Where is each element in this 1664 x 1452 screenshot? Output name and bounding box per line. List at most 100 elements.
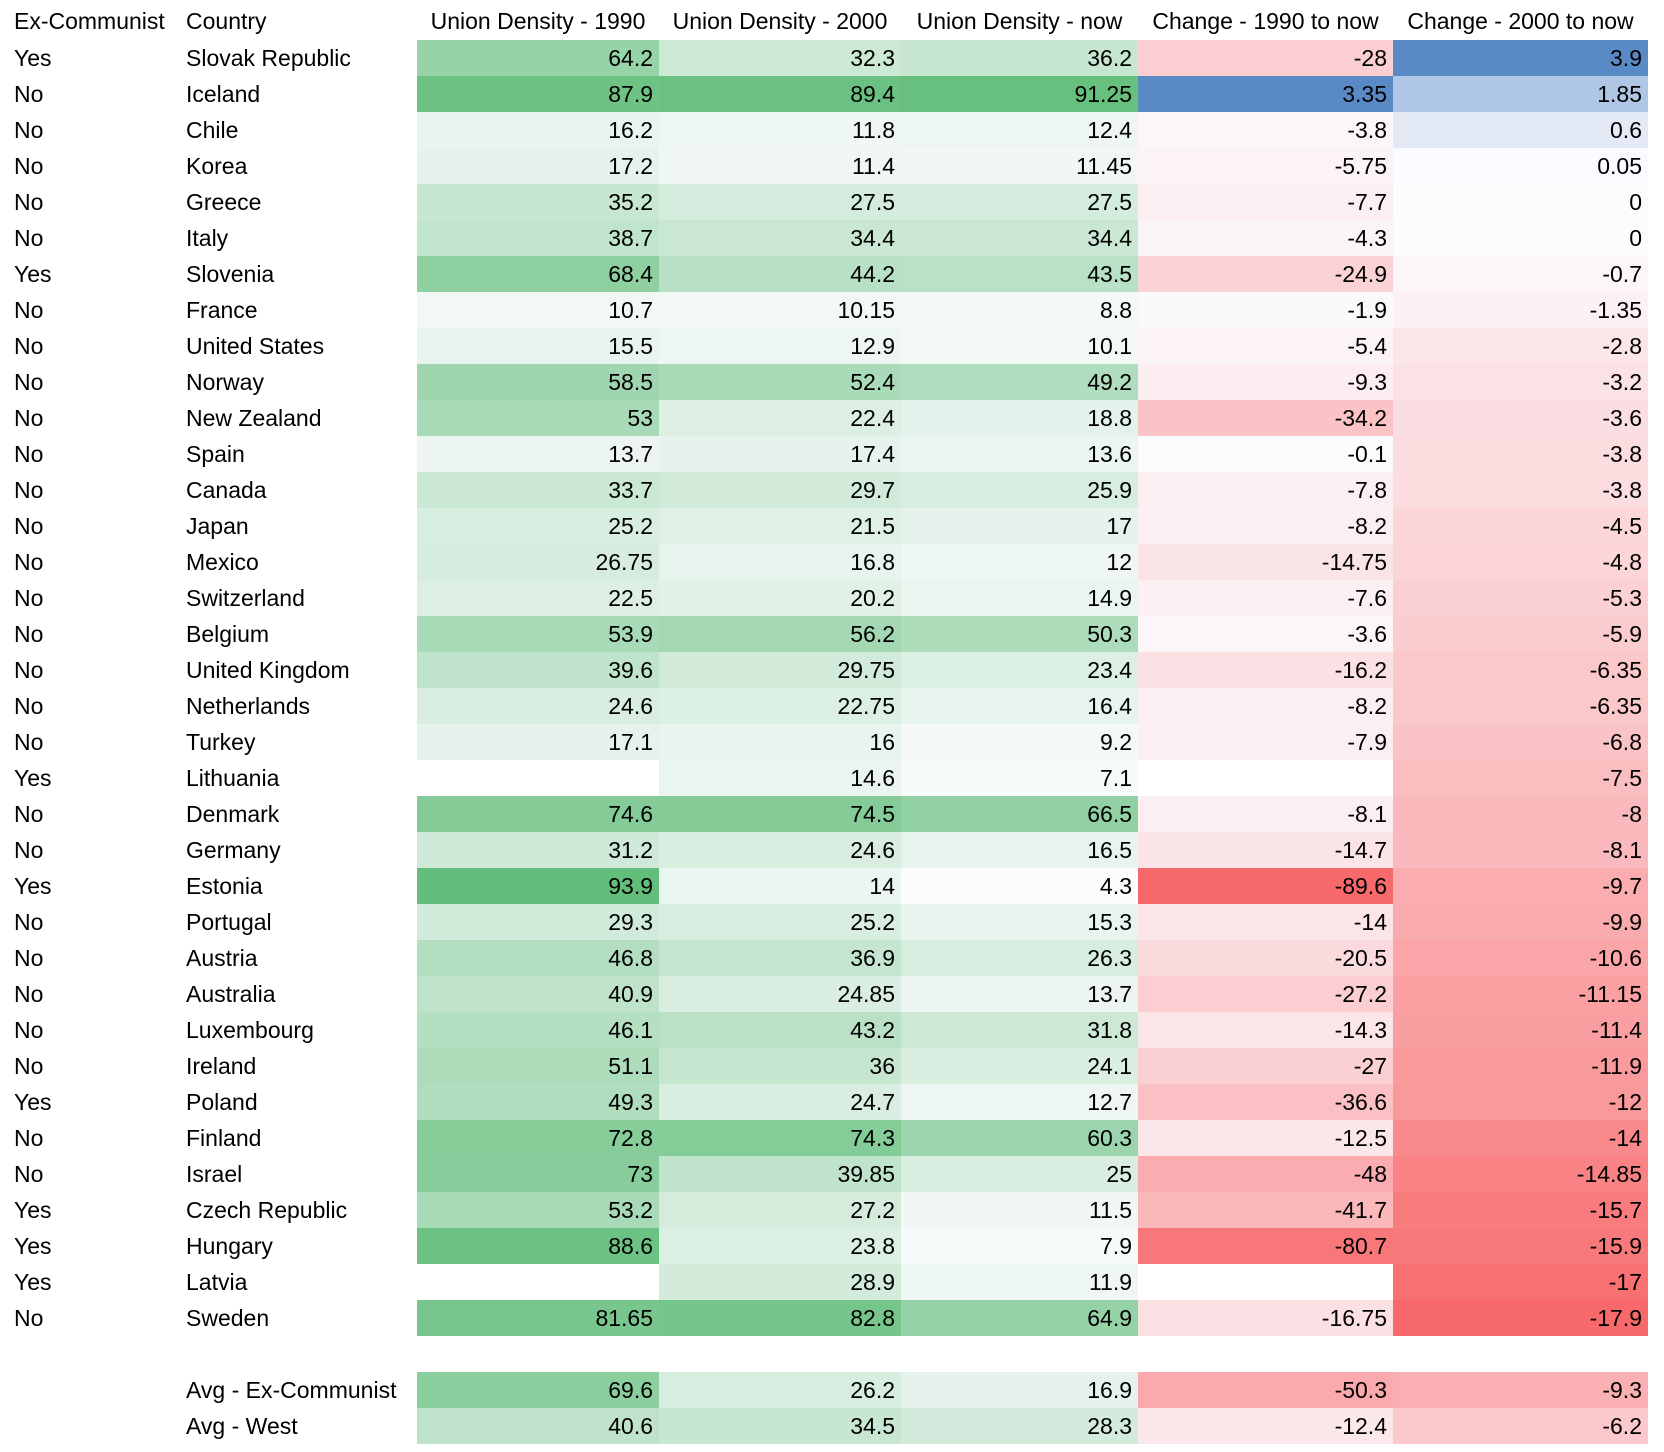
density-2000-cell[interactable]: 36 <box>659 1048 901 1084</box>
change-2000-cell[interactable]: -9.7 <box>1393 868 1648 904</box>
change-2000-cell[interactable]: -0.7 <box>1393 256 1648 292</box>
change-2000-cell[interactable]: -3.8 <box>1393 436 1648 472</box>
density-now-cell[interactable]: 16.4 <box>901 688 1138 724</box>
change-2000-cell[interactable]: -17 <box>1393 1264 1648 1300</box>
ex-communist-cell[interactable]: No <box>14 657 44 683</box>
country-cell[interactable]: Spain <box>186 441 245 467</box>
change-2000-cell[interactable]: 3.9 <box>1393 40 1648 76</box>
density-2000-cell[interactable]: 29.75 <box>659 652 901 688</box>
header-change-1990[interactable]: Change - 1990 to now <box>1152 8 1379 34</box>
country-cell[interactable]: Lithuania <box>186 765 280 791</box>
density-2000-cell[interactable]: 10.15 <box>659 292 901 328</box>
density-now-cell[interactable]: 66.5 <box>901 796 1138 832</box>
ex-communist-cell[interactable]: No <box>14 117 44 143</box>
header-country[interactable]: Country <box>186 8 267 34</box>
change-1990-cell[interactable] <box>1138 760 1393 796</box>
density-1990-cell[interactable]: 38.7 <box>417 220 659 256</box>
ex-communist-cell[interactable]: Yes <box>14 765 52 791</box>
density-1990-cell[interactable]: 31.2 <box>417 832 659 868</box>
density-2000-cell[interactable]: 28.9 <box>659 1264 901 1300</box>
density-now-cell[interactable]: 12.4 <box>901 112 1138 148</box>
density-1990-cell[interactable]: 53.9 <box>417 616 659 652</box>
density-1990-cell[interactable]: 68.4 <box>417 256 659 292</box>
change-2000-cell[interactable]: -10.6 <box>1393 940 1648 976</box>
density-2000-cell[interactable]: 74.5 <box>659 796 901 832</box>
density-2000-cell[interactable]: 14 <box>659 868 901 904</box>
density-now-cell[interactable]: 9.2 <box>901 724 1138 760</box>
ex-communist-cell[interactable]: Yes <box>14 1269 52 1295</box>
change-2000-cell[interactable]: -11.15 <box>1393 976 1648 1012</box>
density-1990-cell[interactable]: 46.1 <box>417 1012 659 1048</box>
density-1990-cell[interactable]: 13.7 <box>417 436 659 472</box>
density-2000-cell[interactable]: 11.4 <box>659 148 901 184</box>
density-1990-cell[interactable]: 46.8 <box>417 940 659 976</box>
density-1990-cell[interactable]: 40.9 <box>417 976 659 1012</box>
change-2000-cell[interactable]: -9.3 <box>1393 1372 1648 1408</box>
ex-communist-cell[interactable]: No <box>14 369 44 395</box>
density-2000-cell[interactable]: 23.8 <box>659 1228 901 1264</box>
density-2000-cell[interactable]: 22.75 <box>659 688 901 724</box>
density-2000-cell[interactable]: 52.4 <box>659 364 901 400</box>
ex-communist-cell[interactable]: No <box>14 405 44 431</box>
country-cell[interactable]: Finland <box>186 1125 262 1151</box>
density-now-cell[interactable]: 4.3 <box>901 868 1138 904</box>
density-1990-cell[interactable]: 64.2 <box>417 40 659 76</box>
density-1990-cell[interactable]: 33.7 <box>417 472 659 508</box>
ex-communist-cell[interactable]: No <box>14 333 44 359</box>
change-1990-cell[interactable]: -3.6 <box>1138 616 1393 652</box>
density-1990-cell[interactable]: 29.3 <box>417 904 659 940</box>
density-now-cell[interactable]: 11.45 <box>901 148 1138 184</box>
change-1990-cell[interactable]: -14.75 <box>1138 544 1393 580</box>
density-now-cell[interactable]: 25.9 <box>901 472 1138 508</box>
density-now-cell[interactable]: 91.25 <box>901 76 1138 112</box>
change-1990-cell[interactable]: -8.2 <box>1138 688 1393 724</box>
density-1990-cell[interactable]: 51.1 <box>417 1048 659 1084</box>
ex-communist-cell[interactable]: No <box>14 513 44 539</box>
change-1990-cell[interactable]: -34.2 <box>1138 400 1393 436</box>
density-2000-cell[interactable]: 24.7 <box>659 1084 901 1120</box>
header-change-2000[interactable]: Change - 2000 to now <box>1407 8 1634 34</box>
density-1990-cell[interactable]: 87.9 <box>417 76 659 112</box>
density-1990-cell[interactable]: 17.2 <box>417 148 659 184</box>
density-1990-cell[interactable]: 25.2 <box>417 508 659 544</box>
change-1990-cell[interactable]: -16.75 <box>1138 1300 1393 1336</box>
density-1990-cell[interactable]: 69.6 <box>417 1372 659 1408</box>
density-now-cell[interactable]: 50.3 <box>901 616 1138 652</box>
ex-communist-cell[interactable]: No <box>14 1053 44 1079</box>
country-cell[interactable]: Mexico <box>186 549 259 575</box>
density-2000-cell[interactable]: 36.9 <box>659 940 901 976</box>
density-now-cell[interactable]: 13.7 <box>901 976 1138 1012</box>
ex-communist-cell[interactable]: No <box>14 945 44 971</box>
country-cell[interactable]: Italy <box>186 225 229 251</box>
density-2000-cell[interactable]: 25.2 <box>659 904 901 940</box>
density-1990-cell[interactable]: 24.6 <box>417 688 659 724</box>
density-1990-cell[interactable]: 22.5 <box>417 580 659 616</box>
change-1990-cell[interactable]: -4.3 <box>1138 220 1393 256</box>
density-1990-cell[interactable] <box>417 1264 659 1300</box>
header-density-1990[interactable]: Union Density - 1990 <box>430 8 646 34</box>
change-1990-cell[interactable]: -20.5 <box>1138 940 1393 976</box>
country-cell[interactable]: Iceland <box>186 81 261 107</box>
country-cell[interactable]: Netherlands <box>186 693 311 719</box>
density-1990-cell[interactable]: 40.6 <box>417 1408 659 1444</box>
country-cell[interactable]: France <box>186 297 258 323</box>
density-2000-cell[interactable]: 56.2 <box>659 616 901 652</box>
density-now-cell[interactable]: 18.8 <box>901 400 1138 436</box>
ex-communist-cell[interactable]: Yes <box>14 45 52 71</box>
country-cell[interactable]: Australia <box>186 981 276 1007</box>
header-ex-communist[interactable]: Ex-Communist <box>14 8 165 34</box>
ex-communist-cell[interactable]: No <box>14 81 44 107</box>
change-1990-cell[interactable]: -9.3 <box>1138 364 1393 400</box>
density-2000-cell[interactable]: 82.8 <box>659 1300 901 1336</box>
country-cell[interactable]: Greece <box>186 189 262 215</box>
ex-communist-cell[interactable]: No <box>14 909 44 935</box>
change-2000-cell[interactable]: -14.85 <box>1393 1156 1648 1192</box>
change-2000-cell[interactable]: -3.6 <box>1393 400 1648 436</box>
change-2000-cell[interactable]: -6.35 <box>1393 652 1648 688</box>
density-now-cell[interactable]: 36.2 <box>901 40 1138 76</box>
density-now-cell[interactable]: 16.9 <box>901 1372 1138 1408</box>
density-1990-cell[interactable]: 39.6 <box>417 652 659 688</box>
change-2000-cell[interactable]: -4.8 <box>1393 544 1648 580</box>
density-1990-cell[interactable]: 53 <box>417 400 659 436</box>
density-1990-cell[interactable]: 58.5 <box>417 364 659 400</box>
